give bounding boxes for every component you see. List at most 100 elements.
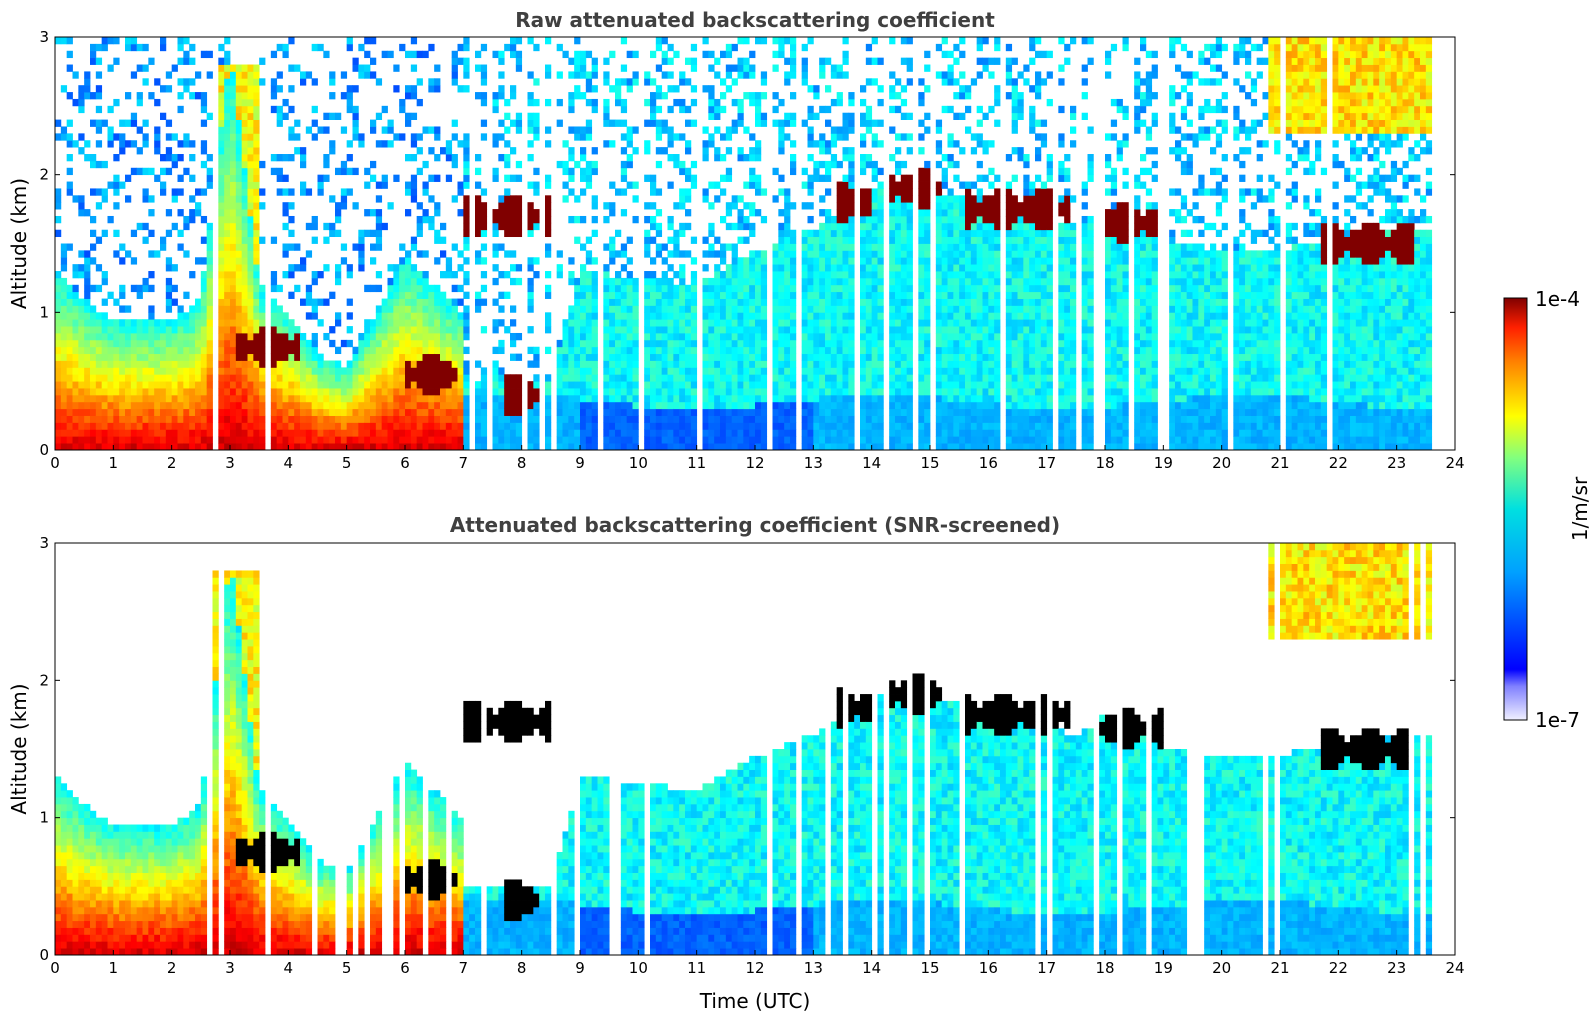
- heatmap-cell: [113, 388, 120, 396]
- heatmap-cell: [399, 133, 406, 141]
- heatmap-cell: [370, 408, 377, 416]
- heatmap-cell: [95, 188, 103, 196]
- heatmap-cell: [556, 381, 563, 389]
- heatmap-cell: [807, 85, 814, 93]
- heatmap-cell: [690, 360, 698, 368]
- heatmap-cell: [55, 291, 62, 299]
- heatmap-cell: [574, 374, 581, 382]
- heatmap-cell: [772, 167, 779, 176]
- heatmap-cell: [200, 388, 208, 396]
- heatmap-cell: [399, 408, 406, 416]
- heatmap-cell: [609, 284, 616, 293]
- heatmap-cell: [708, 181, 715, 189]
- heatmap-cell: [113, 367, 120, 375]
- heatmap-cell: [364, 429, 371, 437]
- heatmap-cell: [533, 119, 540, 127]
- heatmap-cell: [195, 319, 202, 327]
- heatmap-cell: [475, 422, 482, 430]
- heatmap-cell: [545, 37, 552, 45]
- heatmap-cell: [609, 140, 616, 148]
- heatmap-cell: [241, 346, 248, 355]
- heatmap-cell: [142, 78, 149, 86]
- heatmap-cell: [848, 257, 855, 265]
- heatmap-cell: [451, 119, 458, 127]
- heatmap-cell: [195, 388, 202, 396]
- heatmap-cell: [136, 367, 143, 375]
- heatmap-cell: [924, 346, 931, 355]
- heatmap-cell: [282, 50, 289, 59]
- heatmap-cell: [154, 367, 161, 375]
- heatmap-cell: [935, 264, 943, 272]
- heatmap-cell: [253, 105, 260, 114]
- heatmap-cell: [790, 140, 797, 148]
- heatmap-cell: [591, 105, 598, 114]
- heatmap-cell: [807, 236, 814, 244]
- heatmap-cell: [720, 339, 727, 348]
- heatmap-cell: [95, 105, 103, 114]
- heatmap-cell: [422, 346, 429, 355]
- heatmap-cell: [440, 388, 447, 396]
- heatmap-cell: [72, 353, 79, 361]
- heatmap-cell: [370, 319, 377, 327]
- heatmap-cell: [830, 222, 838, 231]
- heatmap-cell: [545, 346, 552, 355]
- heatmap-cell: [288, 415, 295, 423]
- heatmap-cell: [288, 271, 295, 279]
- heatmap-cell: [498, 422, 505, 430]
- heatmap-cell: [125, 305, 132, 313]
- heatmap-cell: [504, 209, 511, 217]
- heatmap-cell: [200, 353, 208, 361]
- heatmap-cell: [276, 105, 283, 114]
- heatmap-cell: [685, 147, 692, 155]
- heatmap-cell: [924, 298, 931, 306]
- heatmap-cell: [591, 401, 598, 410]
- heatmap-cell: [918, 167, 925, 176]
- heatmap-cell: [154, 332, 161, 341]
- heatmap-cell: [101, 394, 108, 403]
- heatmap-cell: [877, 222, 884, 231]
- heatmap-cell: [282, 209, 289, 217]
- heatmap-cell: [107, 374, 114, 382]
- heatmap-cell: [434, 133, 441, 141]
- heatmap-cell: [679, 291, 686, 299]
- heatmap-cell: [399, 360, 406, 368]
- heatmap-cell: [755, 284, 762, 293]
- heatmap-cell: [270, 388, 278, 396]
- heatmap-cell: [171, 353, 178, 361]
- heatmap-cell: [434, 408, 441, 416]
- heatmap-cell: [673, 332, 680, 341]
- heatmap-cell: [165, 422, 173, 430]
- heatmap-cell: [177, 209, 184, 217]
- heatmap-cell: [165, 133, 173, 141]
- heatmap-cell: [568, 154, 575, 162]
- heatmap-cell: [288, 105, 295, 114]
- heatmap-cell: [714, 236, 721, 244]
- heatmap-cell: [842, 243, 849, 251]
- heatmap-cell: [591, 71, 598, 79]
- heatmap-cell: [235, 202, 243, 210]
- heatmap-cell: [463, 332, 470, 341]
- heatmap-cell: [533, 443, 540, 451]
- heatmap-cell: [568, 422, 575, 430]
- heatmap-cell: [399, 381, 406, 389]
- heatmap-cell: [305, 443, 313, 451]
- heatmap-cell: [749, 154, 756, 162]
- heatmap-cell: [405, 436, 412, 444]
- heatmap-cell: [183, 346, 190, 355]
- heatmap-cell: [860, 374, 867, 382]
- heatmap-cell: [755, 250, 762, 258]
- heatmap-cell: [171, 326, 178, 334]
- heatmap-cell: [270, 284, 278, 293]
- heatmap-cell: [900, 271, 908, 279]
- heatmap-cell: [801, 243, 808, 251]
- heatmap-cell: [760, 305, 768, 313]
- heatmap-cell: [95, 85, 103, 93]
- heatmap-cell: [708, 112, 715, 120]
- heatmap-cell: [836, 277, 843, 286]
- heatmap-cell: [830, 422, 838, 430]
- heatmap-cell: [772, 443, 779, 451]
- heatmap-cell: [784, 236, 791, 244]
- heatmap-cell: [772, 257, 779, 265]
- heatmap-cell: [743, 257, 750, 265]
- heatmap-cell: [755, 37, 762, 45]
